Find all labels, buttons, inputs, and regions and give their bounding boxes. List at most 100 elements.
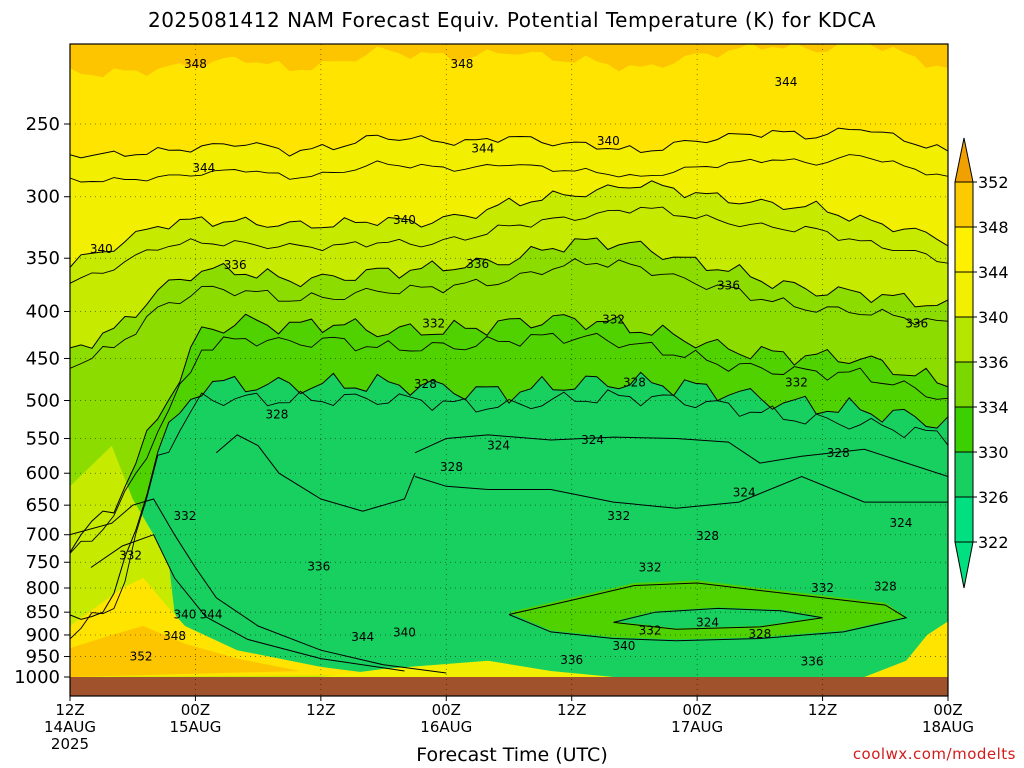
colorbar-label: 352	[978, 173, 1009, 192]
contour-label: 340	[597, 134, 620, 148]
contour-label: 328	[623, 376, 646, 390]
contour-label: 352	[130, 650, 153, 664]
x-tick-label: 12Z	[808, 701, 837, 719]
contour-line-extra-2	[508, 582, 908, 642]
contour-label: 332	[811, 581, 834, 595]
contour-label: 336	[224, 258, 247, 272]
contour-label: 324	[581, 433, 604, 447]
chart-title: 2025081412 NAM Forecast Equiv. Potential…	[147, 8, 877, 32]
colorbar-label: 348	[978, 218, 1009, 237]
colorbar-label: 334	[978, 398, 1009, 417]
contour-line-340-b	[70, 206, 948, 284]
x-tick-label: 00Z	[933, 701, 962, 719]
y-tick-label: 850	[26, 602, 60, 623]
contour-label: 328	[414, 377, 437, 391]
colorbar: 352 348 344 340 336 334 330 326 322	[954, 137, 1009, 589]
colorbar-segment	[954, 316, 974, 363]
contour-label: 336	[717, 279, 740, 293]
y-tick-label: 500	[26, 391, 60, 412]
y-tick-label: 900	[26, 625, 60, 646]
contour-label: 328	[696, 529, 719, 543]
contour-label: 332	[119, 548, 142, 562]
x-tick-label: 17AUG	[671, 718, 723, 736]
colorbar-segment	[954, 226, 974, 273]
x-tick-label: 14AUG	[44, 718, 96, 736]
y-tick-label: 350	[26, 248, 60, 269]
y-axis: 2503003504004505005506006507007508008509…	[14, 114, 70, 688]
contour-label: 324	[733, 486, 756, 500]
contour-label: 328	[874, 579, 897, 593]
field-band-324-low	[613, 607, 823, 629]
colorbar-segment	[954, 181, 974, 228]
colorbar-label: 326	[978, 488, 1009, 507]
y-tick-label: 950	[26, 647, 60, 668]
contour-label: 344	[471, 142, 494, 156]
contour-label: 328	[748, 627, 771, 641]
field-band-344	[70, 44, 948, 158]
colorbar-label: 344	[978, 263, 1009, 282]
y-tick-label: 250	[26, 114, 60, 135]
contour-label: 336	[560, 653, 583, 667]
contour-line-340	[70, 180, 948, 268]
x-tick-label: 00Z	[181, 701, 210, 719]
x-tick-label: 18AUG	[922, 718, 974, 736]
colorbar-segment	[954, 496, 974, 543]
x-tick-label: 00Z	[682, 701, 711, 719]
y-tick-label: 550	[26, 429, 60, 450]
contour-label: 344	[192, 161, 215, 175]
plot-frame	[69, 43, 949, 697]
contour-label: 332	[785, 376, 808, 390]
y-tick-label: 750	[26, 552, 60, 573]
contour-line-328-b	[70, 389, 948, 640]
contour-label: 336	[905, 316, 928, 330]
y-tick-label: 400	[26, 301, 60, 322]
x-tick-label: 12Z	[55, 701, 84, 719]
colorbar-segment	[954, 451, 974, 498]
colorbar-label: 322	[978, 533, 1009, 552]
colorbar-label: 336	[978, 353, 1009, 372]
contour-label: 332	[639, 624, 662, 638]
x-tick-label: 00Z	[432, 701, 461, 719]
contour-label: 348	[163, 629, 186, 643]
contour-line-332	[70, 313, 948, 553]
colorbar-segment	[954, 271, 974, 318]
contour-line-extra-4	[70, 498, 447, 674]
y-tick-label: 800	[26, 578, 60, 599]
contour-line-344	[70, 127, 948, 159]
contour-label: 344	[351, 630, 374, 644]
y-tick-label: 1000	[14, 667, 60, 688]
contour-label: 344	[775, 75, 798, 89]
contour-line-extra-1	[414, 475, 948, 509]
field-band-348-low	[70, 626, 300, 677]
contour-label: 348	[184, 57, 207, 71]
contour-line-extra-6	[215, 434, 416, 512]
field-band-340-low	[320, 660, 614, 677]
y-tick-label: 600	[26, 463, 60, 484]
y-tick-label: 650	[26, 495, 60, 516]
contour-line-extra-0	[414, 434, 948, 477]
colorbar-arrow-top	[954, 137, 974, 183]
contour-line-344-b	[70, 154, 948, 183]
x-tick-label: 2025	[51, 735, 89, 753]
colorbar-segment	[954, 361, 974, 408]
x-tick-label: 16AUG	[420, 718, 472, 736]
contour-label: 328	[266, 408, 289, 422]
contour-label: 324	[890, 516, 913, 530]
source-credit: coolwx.com/modelts	[852, 745, 1016, 763]
contour-line-extra-5	[90, 534, 405, 672]
contour-label: 348	[451, 57, 474, 71]
contour-label: 336	[307, 559, 330, 573]
contour-label: 344	[200, 608, 223, 622]
contour-label: 332	[174, 509, 197, 523]
contour-label: 332	[607, 509, 630, 523]
contour-label: 328	[827, 446, 850, 460]
colorbar-label: 330	[978, 443, 1009, 462]
contour-label: 340	[613, 639, 636, 653]
contour-label: 328	[440, 460, 463, 474]
contour-label: 340	[174, 608, 197, 622]
contour-line-extra-3	[613, 607, 823, 630]
contour-label: 336	[801, 655, 824, 669]
contour-label: 340	[90, 242, 113, 256]
contour-label: 332	[602, 312, 625, 326]
field-band-324-mid	[414, 431, 948, 506]
